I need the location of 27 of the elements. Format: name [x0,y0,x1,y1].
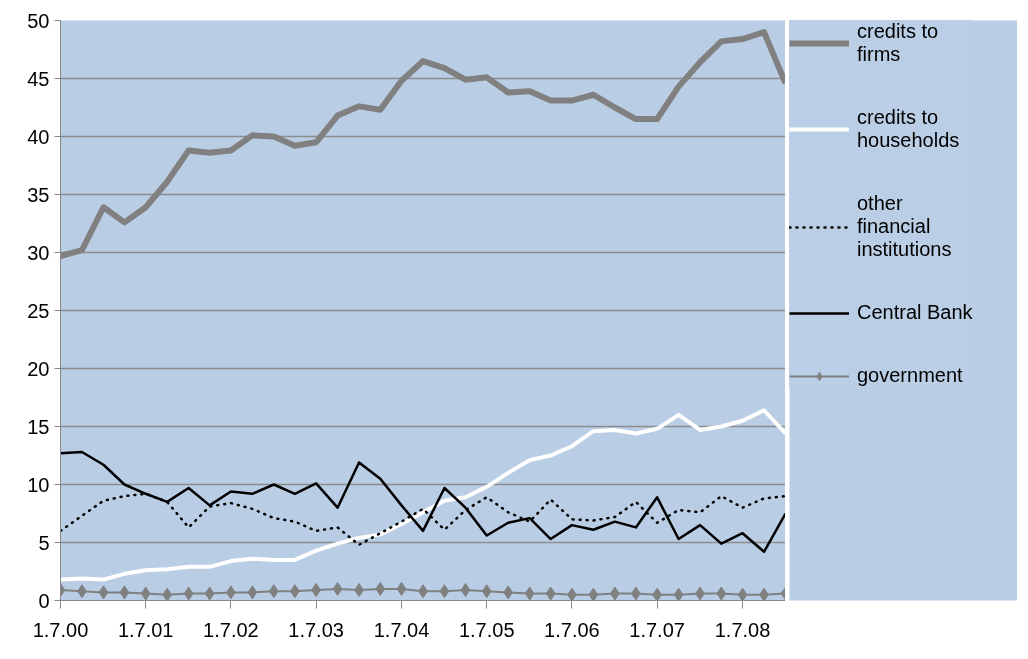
y-tick-label: 45 [27,67,50,90]
legend-label: credits to firms [857,20,939,66]
x-tick-label: 1.7.07 [629,618,685,641]
x-tick-label: 1.7.01 [117,618,174,641]
y-tick-label: 0 [38,589,50,612]
legend-label: credits to households [857,106,960,152]
x-tick-label: 1.7.04 [373,618,430,641]
legend-label: government [857,364,963,387]
y-tick-label: 10 [27,473,50,496]
x-tick-label: 1.7.05 [458,618,515,641]
y-tick-label: 5 [38,531,50,554]
legend-label: Central Bank [857,301,973,324]
line-series [60,408,785,582]
legend-label: other financial institutions [857,192,952,261]
y-tick-label: 50 [27,9,50,32]
x-tick-label: 1.7.08 [714,618,771,641]
y-tick-label: 20 [27,357,50,380]
x-tick-label: 1.7.06 [544,618,600,641]
line-series [60,450,785,554]
y-tick-label: 15 [27,415,50,438]
x-tick-label: 1.7.00 [32,618,89,641]
y-tick-label: 35 [27,183,50,206]
x-tick-label: 1.7.02 [203,618,259,641]
y-tick-label: 25 [27,299,50,322]
y-tick-label: 30 [27,241,50,264]
y-tick-label: 40 [27,125,50,148]
x-tick-label: 1.7.03 [288,618,344,641]
